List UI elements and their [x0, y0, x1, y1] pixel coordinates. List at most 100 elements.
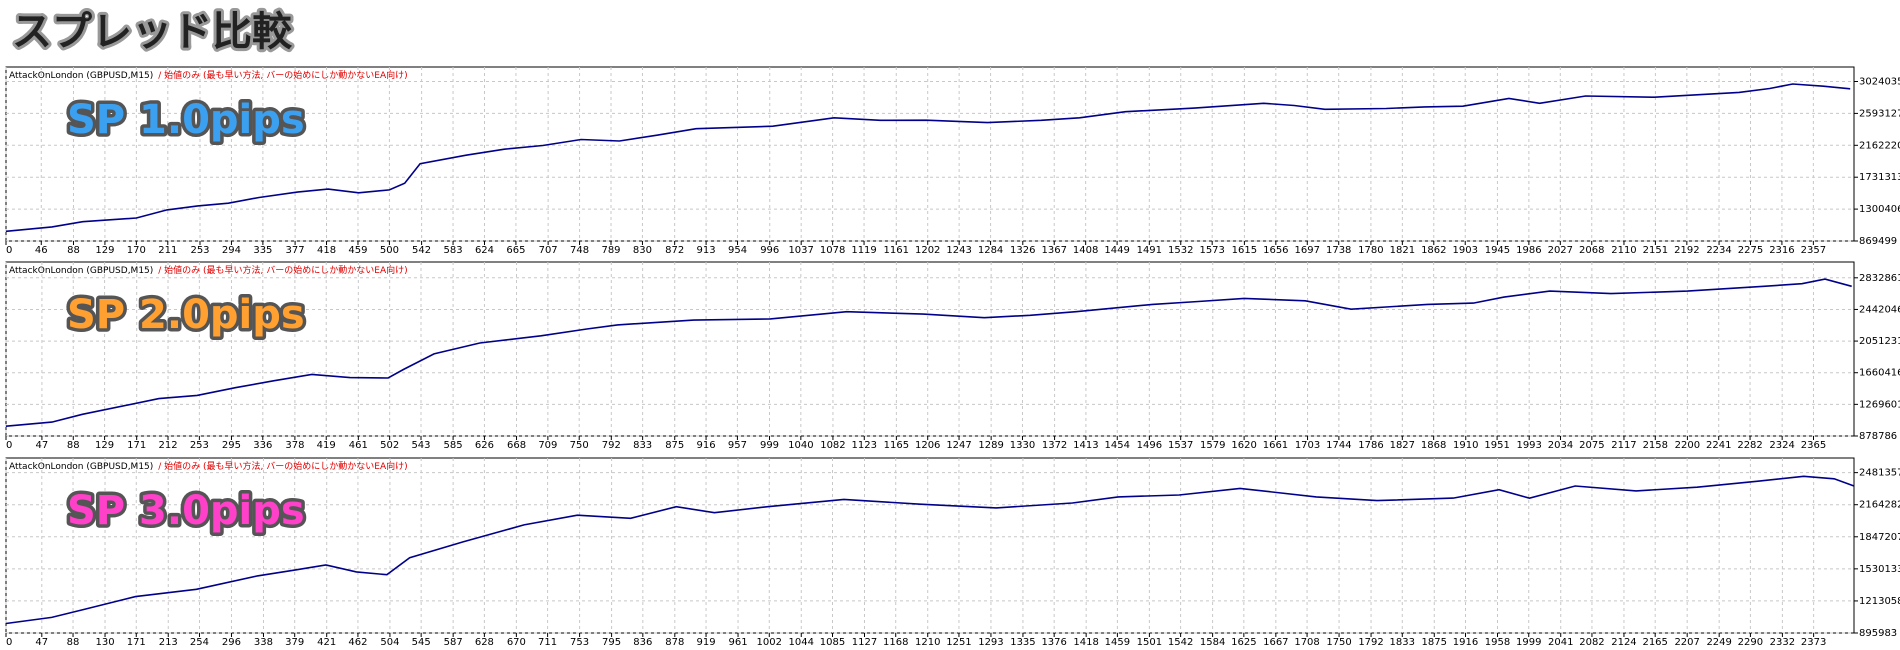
- x-tick-label: 961: [728, 637, 747, 648]
- x-tick-label: 211: [158, 245, 177, 256]
- x-tick-label: 830: [633, 245, 652, 256]
- x-tick-label: 2110: [1611, 245, 1636, 256]
- x-tick-label: 0: [6, 245, 12, 256]
- x-tick-label: 878: [665, 637, 684, 648]
- x-tick-label: 919: [696, 637, 715, 648]
- x-tick-label: 2290: [1738, 637, 1763, 648]
- x-tick-label: 0: [6, 440, 12, 451]
- x-tick-label: 171: [127, 637, 146, 648]
- plot-area: [5, 261, 1855, 437]
- equity-line: [5, 83, 1851, 233]
- x-tick-label: 2192: [1674, 245, 1699, 256]
- x-tick-label: 1786: [1358, 440, 1383, 451]
- y-tick-label: 2051231: [1859, 336, 1900, 347]
- x-tick-label: 545: [412, 637, 431, 648]
- x-tick-label: 999: [760, 440, 779, 451]
- x-tick-label: 1284: [978, 245, 1003, 256]
- x-tick-label: 1868: [1421, 440, 1446, 451]
- x-tick-label: 254: [190, 637, 209, 648]
- x-tick-label: 543: [411, 440, 430, 451]
- x-tick-label: 2365: [1801, 440, 1826, 451]
- chart-header: AttackOnLondon (GBPUSD,M15) / 始値のみ (最も早い方…: [9, 460, 408, 472]
- x-tick-label: 2034: [1548, 440, 1573, 451]
- x-tick-label: 1326: [1010, 245, 1035, 256]
- x-tick-label: 130: [95, 637, 114, 648]
- x-tick-label: 2151: [1643, 245, 1668, 256]
- x-tick-label: 1165: [884, 440, 909, 451]
- x-tick-label: 253: [190, 440, 209, 451]
- x-tick-label: 1620: [1231, 440, 1256, 451]
- x-tick-label: 2282: [1737, 440, 1762, 451]
- x-tick-label: 1951: [1484, 440, 1509, 451]
- x-tick-label: 171: [127, 440, 146, 451]
- x-tick-label: 1573: [1199, 245, 1224, 256]
- x-tick-label: 1078: [820, 245, 845, 256]
- chart-panel: 869499 1300406 1731313 2162220 2593127 302403…: [5, 66, 1900, 256]
- y-tick-label: 1300406: [1859, 204, 1900, 215]
- chart-header: AttackOnLondon (GBPUSD,M15) / 始値のみ (最も早い方…: [9, 69, 408, 81]
- spread-label: SP 2.0pips: [67, 292, 305, 338]
- x-tick-label: 1958: [1485, 637, 1510, 648]
- x-tick-label: 336: [253, 440, 272, 451]
- x-tick-label: 626: [475, 440, 494, 451]
- x-tick-label: 2316: [1769, 245, 1794, 256]
- x-tick-label: 1993: [1516, 440, 1541, 451]
- x-tick-label: 748: [570, 245, 589, 256]
- x-tick-label: 1418: [1073, 637, 1098, 648]
- x-tick-label: 129: [95, 245, 114, 256]
- x-tick-label: 2241: [1706, 440, 1731, 451]
- chart-panel: 895983 1213058 1530133 1847207 2164282 248135…: [5, 457, 1900, 648]
- x-tick-label: 1615: [1232, 245, 1257, 256]
- x-tick-label: 954: [728, 245, 747, 256]
- x-tick-label: 2117: [1611, 440, 1636, 451]
- x-tick-label: 1661: [1263, 440, 1288, 451]
- x-tick-label: 1243: [946, 245, 971, 256]
- y-tick-label: 1530133: [1859, 564, 1900, 575]
- x-tick-label: 1376: [1041, 637, 1066, 648]
- y-tick-label: 2162220: [1859, 140, 1900, 151]
- x-tick-label: 377: [286, 245, 305, 256]
- x-tick-label: 2068: [1579, 245, 1604, 256]
- x-tick-label: 1161: [884, 245, 909, 256]
- x-tick-label: 419: [317, 440, 336, 451]
- x-tick-label: 1040: [788, 440, 813, 451]
- x-tick-label: 587: [444, 637, 463, 648]
- x-tick-label: 1119: [851, 245, 876, 256]
- x-tick-label: 1501: [1137, 637, 1162, 648]
- x-tick-label: 789: [601, 245, 620, 256]
- chart-header: AttackOnLondon (GBPUSD,M15) / 始値のみ (最も早い方…: [9, 264, 408, 276]
- x-tick-label: 253: [190, 245, 209, 256]
- x-tick-label: 1251: [946, 637, 971, 648]
- x-tick-label: 1667: [1263, 637, 1288, 648]
- x-tick-label: 213: [159, 637, 178, 648]
- x-tick-label: 1903: [1453, 245, 1478, 256]
- x-tick-label: 1123: [852, 440, 877, 451]
- x-tick-label: 2200: [1675, 440, 1700, 451]
- x-tick-label: 1833: [1390, 637, 1415, 648]
- x-tick-label: 88: [67, 245, 80, 256]
- x-tick-label: 1656: [1263, 245, 1288, 256]
- x-tick-label: 1330: [1010, 440, 1035, 451]
- x-tick-label: 2207: [1674, 637, 1699, 648]
- x-tick-label: 1491: [1137, 245, 1162, 256]
- x-tick-label: 212: [158, 440, 177, 451]
- x-tick-label: 129: [95, 440, 114, 451]
- x-tick-label: 875: [665, 440, 684, 451]
- x-tick-label: 872: [665, 245, 684, 256]
- x-tick-label: 1910: [1453, 440, 1478, 451]
- x-tick-label: 1082: [820, 440, 845, 451]
- x-tick-label: 46: [35, 245, 48, 256]
- x-tick-label: 1289: [978, 440, 1003, 451]
- x-tick-label: 1875: [1422, 637, 1447, 648]
- x-tick-label: 1999: [1516, 637, 1541, 648]
- x-tick-label: 1750: [1326, 637, 1351, 648]
- x-tick-label: 2332: [1770, 637, 1795, 648]
- x-tick-label: 1372: [1042, 440, 1067, 451]
- x-tick-label: 296: [222, 637, 241, 648]
- spread-label: SP 1.0pips: [67, 97, 305, 143]
- x-tick-label: 1168: [883, 637, 908, 648]
- mode-note: / 始値のみ (最も早い方法, バーの始めにしか動かないEA向け): [158, 460, 407, 472]
- x-tick-label: 1037: [788, 245, 813, 256]
- x-tick-label: 378: [285, 440, 304, 451]
- x-tick-label: 170: [127, 245, 146, 256]
